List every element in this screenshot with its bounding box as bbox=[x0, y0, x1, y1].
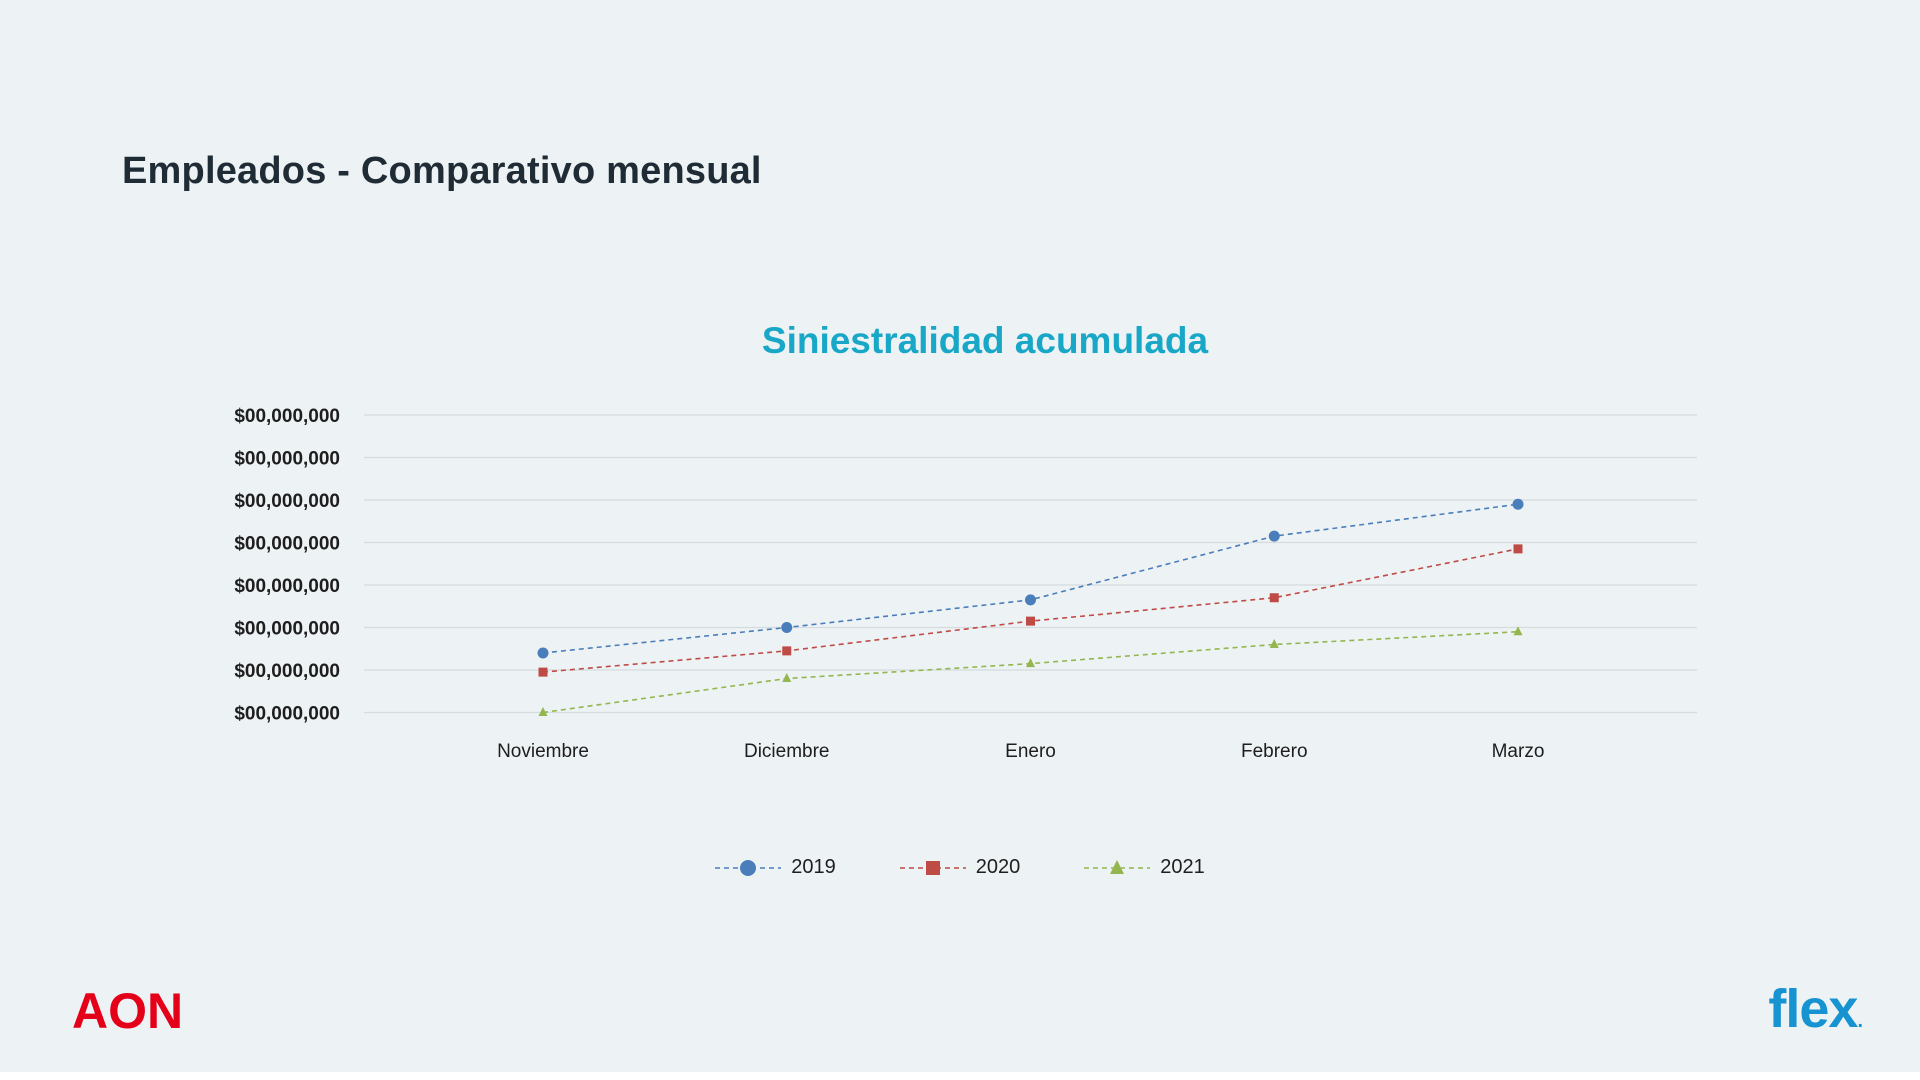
legend-label: 2019 bbox=[791, 856, 836, 878]
line-chart: $00,000,000 $00,000,000 $00,000,000 $00,000… bbox=[234, 406, 1697, 762]
data-point-square bbox=[1513, 544, 1523, 554]
data-point-triangle bbox=[1110, 859, 1125, 874]
legend-item-2020: 2020 bbox=[899, 856, 1021, 879]
x-tick-label: Marzo bbox=[1492, 741, 1545, 762]
legend-marker-triangle bbox=[1084, 859, 1151, 874]
data-point-circle bbox=[781, 622, 793, 633]
flex-logo-mark: . bbox=[1857, 1010, 1862, 1032]
x-axis-labels: Noviembre Diciembre Enero Febrero Marzo bbox=[497, 741, 1544, 762]
data-point-square bbox=[782, 646, 792, 656]
data-point-triangle bbox=[782, 673, 792, 682]
legend-item-2019: 2019 bbox=[715, 856, 836, 879]
legend-marker-square bbox=[899, 860, 966, 875]
page-title: Empleados - Comparativo mensual bbox=[122, 150, 762, 192]
data-point-square bbox=[1269, 593, 1279, 603]
x-tick-label: Diciembre bbox=[744, 741, 830, 762]
legend-marker-circle bbox=[715, 859, 782, 876]
series-2020 bbox=[538, 544, 1523, 677]
y-tick-label: $00,000,000 bbox=[234, 406, 340, 427]
y-tick-label: $00,000,000 bbox=[234, 449, 340, 470]
data-point-circle bbox=[1025, 594, 1036, 606]
bottom-strip bbox=[0, 1072, 1920, 1080]
series-line bbox=[542, 630, 1519, 714]
data-point-triangle bbox=[1026, 658, 1035, 668]
y-tick-label: $00,000,000 bbox=[234, 619, 340, 640]
y-axis-labels: $00,000,000 $00,000,000 $00,000,000 $00,000… bbox=[234, 406, 340, 725]
series-line bbox=[542, 548, 1519, 673]
legend-item-2021: 2021 bbox=[1084, 856, 1205, 879]
series-2019 bbox=[537, 498, 1524, 659]
data-point-square bbox=[538, 667, 548, 677]
y-tick-label: $00,000,000 bbox=[234, 661, 340, 682]
data-point-circle bbox=[537, 647, 549, 659]
y-tick-label: $00,000,000 bbox=[234, 534, 340, 555]
x-tick-label: Enero bbox=[1005, 741, 1056, 762]
chart-title: Siniestralidad acumulada bbox=[761, 320, 1209, 361]
y-tick-label: $00,000,000 bbox=[234, 491, 340, 512]
aon-logo: AON bbox=[72, 983, 184, 1039]
data-point-circle bbox=[1512, 498, 1524, 510]
data-point-square bbox=[1026, 616, 1035, 626]
legend-label: 2020 bbox=[975, 856, 1021, 878]
data-point-square bbox=[925, 860, 940, 875]
x-tick-label: Febrero bbox=[1241, 741, 1308, 762]
x-tick-label: Noviembre bbox=[497, 741, 589, 762]
data-point-triangle bbox=[1513, 626, 1523, 636]
y-tick-label: $00,000,000 bbox=[234, 576, 340, 597]
data-point-triangle bbox=[538, 707, 548, 716]
data-point-circle bbox=[740, 859, 757, 876]
data-point-triangle bbox=[1269, 639, 1279, 648]
chart-legend: 2019 2020 2021 bbox=[0, 856, 1920, 879]
y-tick-label: $00,000,000 bbox=[234, 704, 340, 725]
legend-label: 2021 bbox=[1160, 856, 1205, 878]
series-2021 bbox=[538, 626, 1523, 716]
data-point-circle bbox=[1268, 530, 1280, 542]
series-line bbox=[542, 503, 1519, 654]
flex-logo-text: flex bbox=[1768, 979, 1858, 1039]
gridlines bbox=[364, 414, 1697, 714]
flex-logo: flex. bbox=[1768, 978, 1863, 1040]
